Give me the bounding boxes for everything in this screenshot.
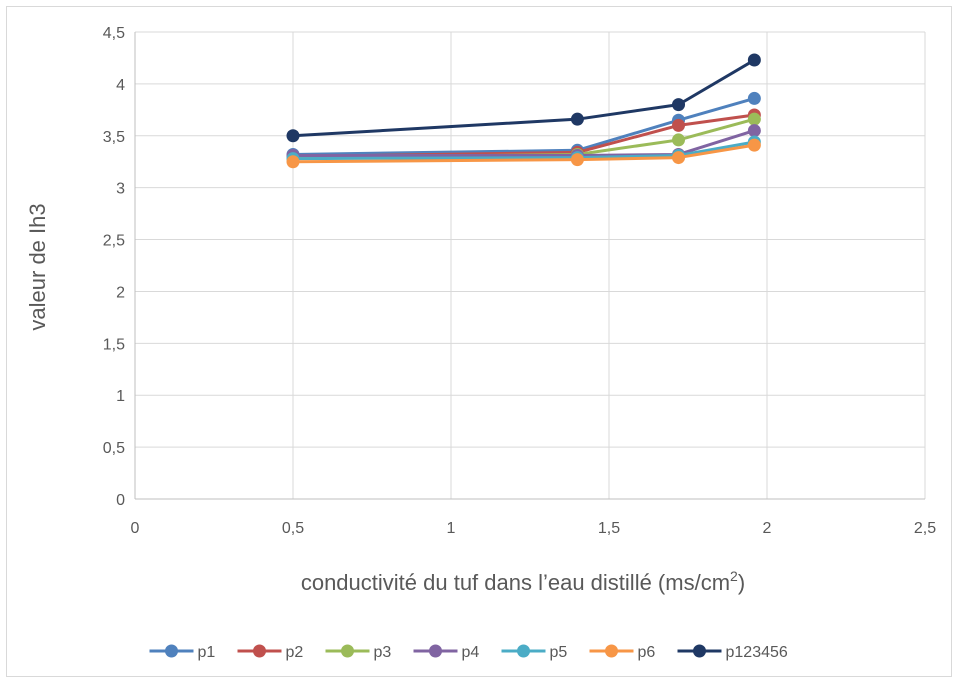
legend-marker [429,644,442,658]
data-point [747,124,761,138]
x-axis-label: conductivité du tuf dans l’eau distillé … [301,568,745,595]
y-tick-label: 2 [116,284,125,301]
x-tick-label: 1 [447,520,456,537]
series-p6 [286,138,761,169]
y-tick-label: 1,5 [103,336,125,353]
x-axis-label-main: conductivité du tuf dans l’eau distillé … [301,570,730,595]
y-tick-label: 0 [116,492,125,509]
x-tick-label: 0,5 [282,520,304,537]
y-tick-label: 0,5 [103,440,125,457]
x-tick-label: 2,5 [914,520,936,537]
data-point [747,91,761,105]
line-chart: 0 0,5 1 1,5 2 2,5 3 3,5 4 4,5 0 0,5 1 1,5 2 2,5 valeur … [25,25,936,661]
data-point [286,129,300,143]
data-point [747,53,761,67]
data-point [747,138,761,152]
data-point [672,118,686,132]
series-line [292,96,755,156]
y-axis-label: valeur de Ih3 [25,203,50,330]
legend-item-p3: p3 [325,644,392,661]
legend-item-p4: p4 [413,644,480,661]
y-tick-label: 3,5 [103,129,125,146]
legend: p1 p2 p3 p4 p5 p6 p123456 [149,644,788,661]
x-tick-label: 0 [131,520,140,537]
legend-label: p5 [550,644,568,661]
data-point [672,98,686,112]
legend-marker [517,644,530,658]
data-point [570,112,584,126]
legend-marker [605,644,618,658]
x-tick-label: 2 [763,520,772,537]
y-tick-label: 3 [116,181,125,198]
axes [134,32,925,500]
series-line [292,140,755,161]
data-point [747,112,761,126]
legend-label: p4 [462,644,480,661]
x-axis-label-superscript: 2 [730,568,738,584]
series-line [293,129,755,157]
y-tick-label: 4,5 [103,25,125,42]
legend-item-p6: p6 [589,644,656,661]
tick-labels: 0 0,5 1 1,5 2 2,5 3 3,5 4 4,5 0 0,5 1 1,5 2 2,5 [103,25,936,537]
legend-label: p1 [198,644,216,661]
series-p123456 [286,53,761,143]
series-line [292,143,755,164]
data-point [672,133,686,147]
gridlines [135,31,926,499]
legend-marker [253,644,266,658]
data-point [570,153,584,167]
data-point [286,155,300,169]
legend-item-p5: p5 [501,644,568,661]
x-axis-label-suffix: ) [738,570,745,595]
legend-label: p123456 [726,644,788,661]
legend-label: p2 [286,644,304,661]
legend-marker [693,644,706,658]
legend-marker [165,644,178,658]
series-layer [286,53,761,169]
y-tick-label: 2,5 [103,233,125,250]
chart-frame: 0 0,5 1 1,5 2 2,5 3 3,5 4 4,5 0 0,5 1 1,5 2 2,5 valeur … [6,6,952,677]
series-line [292,58,756,138]
legend-label: p6 [638,644,656,661]
legend-label: p3 [374,644,392,661]
y-tick-label: 1 [116,388,125,405]
y-tick-label: 4 [116,77,125,94]
legend-marker [341,644,354,658]
x-tick-label: 1,5 [598,520,620,537]
legend-item-p2: p2 [237,644,304,661]
legend-item-p1: p1 [149,644,216,661]
legend-item-p123456: p123456 [677,644,788,661]
data-point [672,151,686,165]
